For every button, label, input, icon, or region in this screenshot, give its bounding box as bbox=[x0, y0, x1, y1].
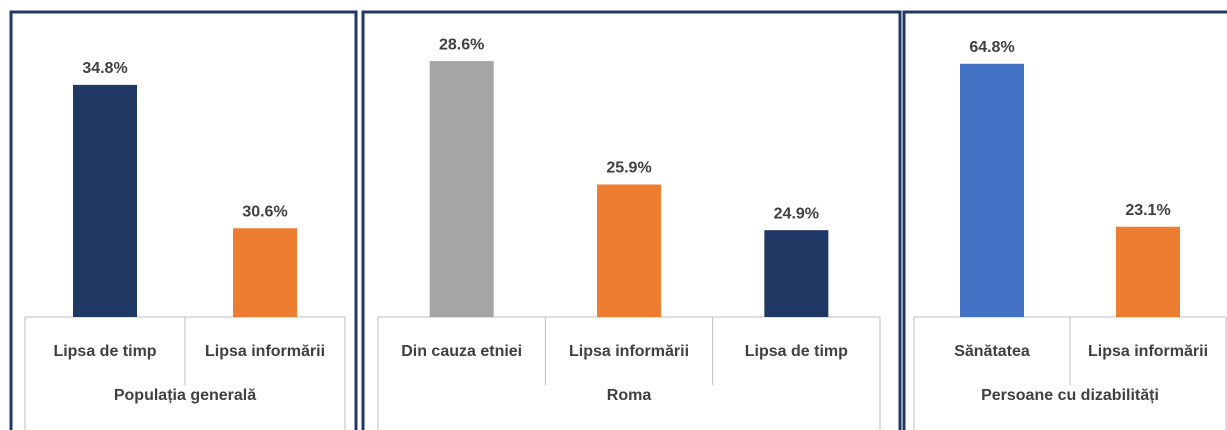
bar bbox=[960, 63, 1024, 318]
data-label: 30.6% bbox=[242, 203, 287, 220]
x-tick-label: Din cauza etniei bbox=[401, 343, 522, 360]
data-label: 64.8% bbox=[969, 39, 1014, 56]
data-label: 24.9% bbox=[774, 205, 819, 222]
x-tick-label: Lipsa informării bbox=[569, 343, 689, 360]
panel-border bbox=[361, 10, 902, 430]
bar bbox=[1116, 226, 1180, 317]
bar bbox=[597, 184, 661, 317]
data-label: 28.6% bbox=[439, 36, 484, 53]
bar bbox=[233, 228, 297, 317]
panel-border bbox=[9, 10, 358, 430]
bar bbox=[73, 84, 137, 318]
group-label: Persoane cu dizabilități bbox=[981, 387, 1159, 404]
group-label: Populația generală bbox=[114, 387, 256, 404]
x-tick-label: Sănătatea bbox=[954, 343, 1030, 360]
bar bbox=[429, 61, 494, 317]
bar bbox=[764, 230, 829, 317]
x-tick-label: Lipsa informării bbox=[1088, 343, 1208, 360]
panel-border bbox=[902, 10, 1227, 430]
data-label: 25.9% bbox=[606, 160, 651, 177]
x-tick-label: Lipsa informării bbox=[205, 343, 325, 360]
data-label: 23.1% bbox=[1125, 202, 1170, 219]
group-label: Roma bbox=[607, 387, 652, 404]
data-label: 34.8% bbox=[82, 60, 127, 77]
x-tick-label: Lipsa de timp bbox=[53, 343, 156, 360]
x-tick-label: Lipsa de timp bbox=[745, 343, 848, 360]
